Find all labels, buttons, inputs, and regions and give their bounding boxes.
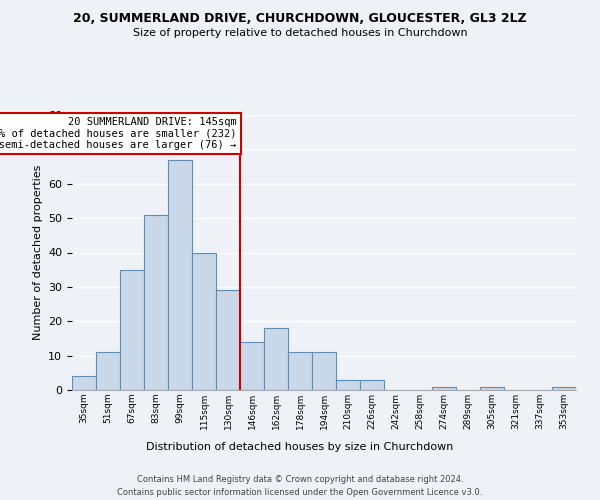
Text: 20, SUMMERLAND DRIVE, CHURCHDOWN, GLOUCESTER, GL3 2LZ: 20, SUMMERLAND DRIVE, CHURCHDOWN, GLOUCE… [73, 12, 527, 26]
Bar [264, 328, 288, 390]
Bar [120, 270, 144, 390]
Text: Distribution of detached houses by size in Churchdown: Distribution of detached houses by size … [146, 442, 454, 452]
Bar [72, 376, 96, 390]
Bar [288, 352, 312, 390]
Bar [432, 386, 456, 390]
Bar [168, 160, 192, 390]
Bar [360, 380, 384, 390]
Y-axis label: Number of detached properties: Number of detached properties [32, 165, 43, 340]
Bar [96, 352, 120, 390]
Bar [144, 214, 168, 390]
Text: Size of property relative to detached houses in Churchdown: Size of property relative to detached ho… [133, 28, 467, 38]
Bar [312, 352, 336, 390]
Bar [336, 380, 360, 390]
Bar [240, 342, 264, 390]
Bar [216, 290, 240, 390]
Bar [552, 386, 576, 390]
Bar [192, 252, 216, 390]
Bar [480, 386, 504, 390]
Text: 20 SUMMERLAND DRIVE: 145sqm
← 75% of detached houses are smaller (232)
25% of se: 20 SUMMERLAND DRIVE: 145sqm ← 75% of det… [0, 116, 236, 150]
Text: Contains public sector information licensed under the Open Government Licence v3: Contains public sector information licen… [118, 488, 482, 497]
Text: Contains HM Land Registry data © Crown copyright and database right 2024.: Contains HM Land Registry data © Crown c… [137, 476, 463, 484]
